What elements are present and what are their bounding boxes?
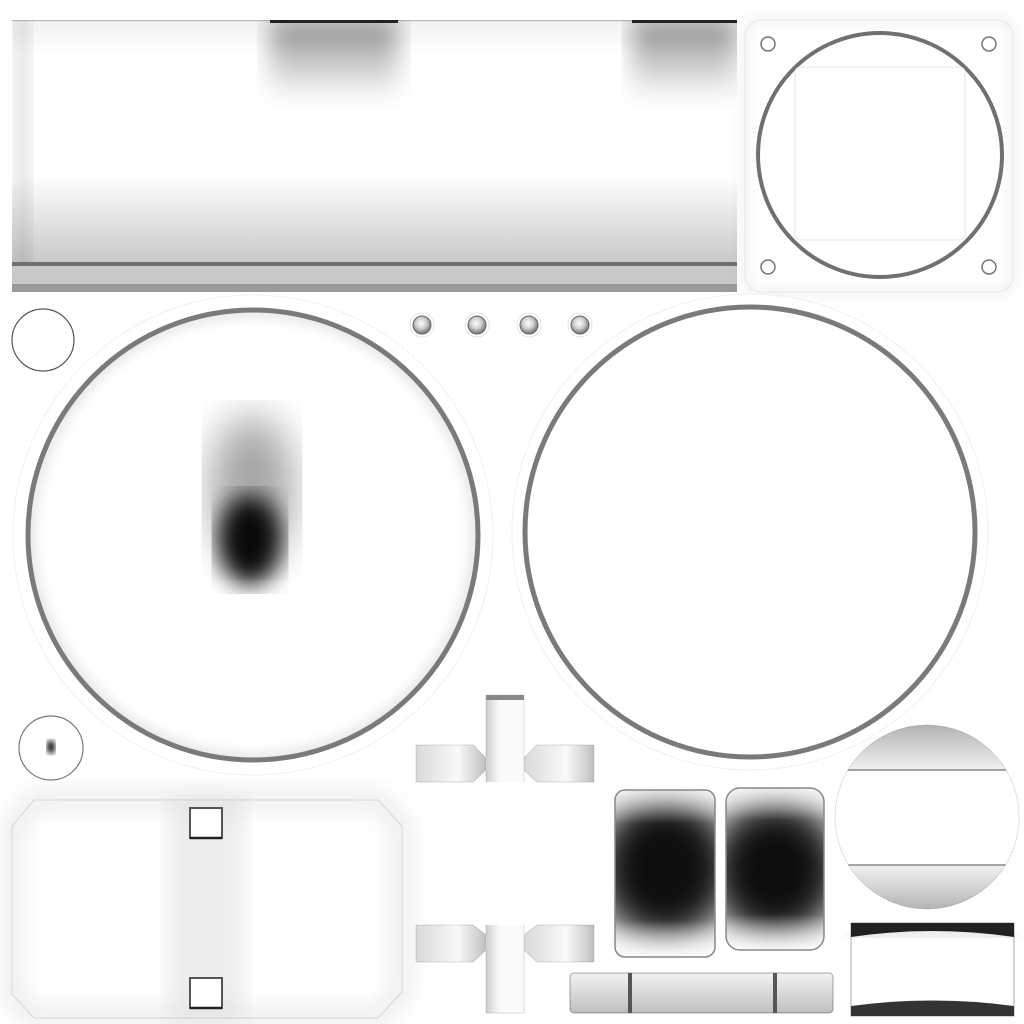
bolt-dots-island: [409, 312, 593, 338]
small-ring-island: [11, 308, 75, 372]
right-disc-island: [511, 293, 989, 771]
left-disc-island: [12, 294, 494, 776]
octagon-panel-island: [4, 793, 409, 1024]
dark-block-island: [614, 787, 825, 958]
tiny-disc-island: [18, 715, 84, 781]
cross-island: [415, 694, 595, 1014]
curved-rect-island: [850, 922, 1015, 1017]
clipped-circle-island: [834, 724, 1020, 910]
wide-strip-island: [12, 20, 737, 292]
bottom-bar-island: [569, 972, 834, 1014]
cap-plate-island: [741, 16, 1017, 296]
